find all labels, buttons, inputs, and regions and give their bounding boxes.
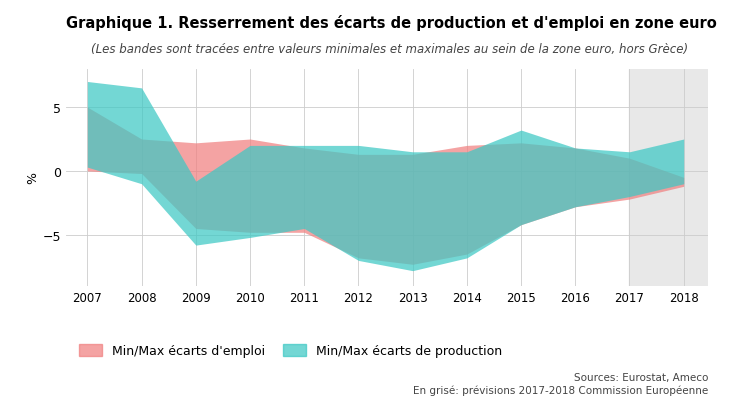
Y-axis label: %: % — [26, 172, 39, 184]
Text: Sources: Eurostat, Ameco
En grisé: prévisions 2017-2018 Commission Européenne: Sources: Eurostat, Ameco En grisé: prévi… — [413, 373, 708, 395]
Bar — [629, 70, 708, 286]
Legend: Min/Max écarts d'emploi, Min/Max écarts de production: Min/Max écarts d'emploi, Min/Max écarts … — [74, 339, 507, 362]
Text: Graphique 1. Resserrement des écarts de production et d'emploi en zone euro: Graphique 1. Resserrement des écarts de … — [66, 15, 716, 31]
Text: (Les bandes sont tracées entre valeurs minimales et maximales au sein de la zone: (Les bandes sont tracées entre valeurs m… — [91, 43, 688, 56]
